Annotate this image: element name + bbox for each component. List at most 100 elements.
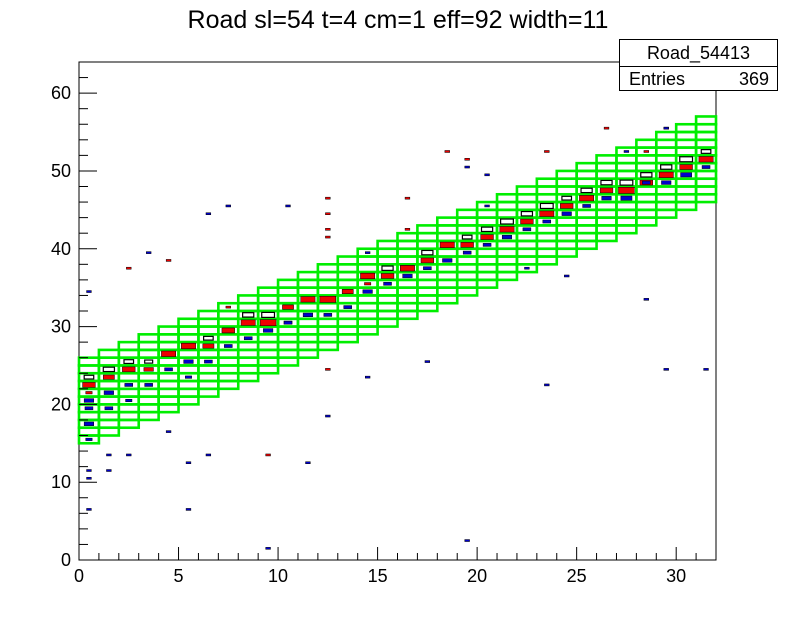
pattern-mark [204,359,213,364]
box-mark [700,149,712,154]
road-cell [117,340,141,352]
hit-mark [404,196,411,200]
road-cell [197,309,220,321]
pattern-mark [283,320,293,325]
road-cell [694,115,718,126]
box-mark [619,179,634,186]
pattern-mark [442,258,453,263]
box-mark [539,202,554,210]
hit-mark [300,296,316,303]
hit-mark [618,187,635,194]
box-mark [381,265,394,271]
pattern-mark [703,368,709,371]
hit-mark [658,171,674,178]
y-tick-label: 40 [51,239,71,259]
hit-mark [161,350,176,357]
pattern-mark [225,204,231,208]
road-cell [376,239,399,251]
pattern-mark [85,437,93,441]
pattern-mark [383,281,392,286]
road-cell [575,161,598,173]
hit-mark [122,366,136,373]
pattern-mark [661,180,672,185]
road-cell [296,270,320,282]
hit-mark [420,257,434,264]
road-cell [416,224,439,235]
pattern-mark [125,398,133,402]
hit-mark [364,282,372,286]
box-mark [600,179,613,186]
pattern-mark [86,469,92,472]
pattern-mark [620,195,633,201]
road-cell [177,317,200,328]
pattern-mark [103,390,114,395]
road-cell [236,294,260,305]
pattern-mark [205,212,212,215]
pattern-mark [285,204,291,208]
x-tick-label: 30 [666,566,686,586]
pattern-mark [185,508,192,511]
hit-mark [404,228,411,231]
box-mark [679,156,694,163]
road-cell [396,231,419,243]
road-cell [535,177,559,188]
hit-mark [126,266,132,270]
pattern-mark [663,126,669,130]
chart-title: Road sl=54 t=4 cm=1 eff=92 width=11 [187,6,609,34]
hit-mark [560,203,574,209]
pattern-mark [146,251,152,254]
stats-entries-row: Entries 369 [620,66,777,92]
hit-mark [599,187,614,194]
hit-mark [360,272,376,280]
pattern-mark [86,508,92,511]
y-tick-label: 20 [51,394,71,414]
hit-mark [85,391,93,395]
pattern-mark [86,290,92,293]
pattern-mark [423,266,432,271]
pattern-mark [464,539,470,542]
hit-mark [202,343,215,349]
y-tick-label: 60 [51,83,71,103]
pattern-mark [462,250,472,255]
hit-mark [520,218,534,225]
hit-mark [325,212,331,215]
road-cell [256,286,280,297]
pattern-mark [365,251,371,254]
pattern-mark [464,165,470,169]
pattern-mark [263,328,274,333]
pattern-mark [601,196,612,201]
x-tick-label: 10 [268,566,288,586]
hit-mark [698,156,714,163]
pattern-mark [265,547,271,550]
hit-mark [679,164,693,170]
box-mark [461,234,473,240]
pattern-mark [305,461,311,464]
road-cell [276,278,300,289]
road-cell [495,192,519,204]
stats-entries-label: Entries [629,69,686,89]
hit-mark [259,319,277,327]
pattern-mark [224,344,233,348]
hit-mark [221,327,235,334]
hit-mark [544,150,550,153]
pattern-mark [680,172,692,178]
box-mark [500,218,514,225]
hit-mark [460,242,474,248]
hit-mark [603,126,610,130]
pattern-mark [643,298,649,301]
pattern-mark [183,359,194,364]
pattern-mark [243,336,253,341]
hit-mark [439,241,455,248]
pattern-mark [544,383,550,387]
pattern-mark [323,313,333,317]
hit-mark [103,374,115,380]
hit-mark [444,150,450,153]
road-cell [97,348,121,359]
box-mark [203,335,214,341]
road-cell [157,325,180,336]
hit-mark [325,228,331,231]
pattern-mark [83,398,94,403]
pattern-mark [124,383,133,387]
road-cell [654,130,678,142]
pattern-mark [164,367,173,372]
